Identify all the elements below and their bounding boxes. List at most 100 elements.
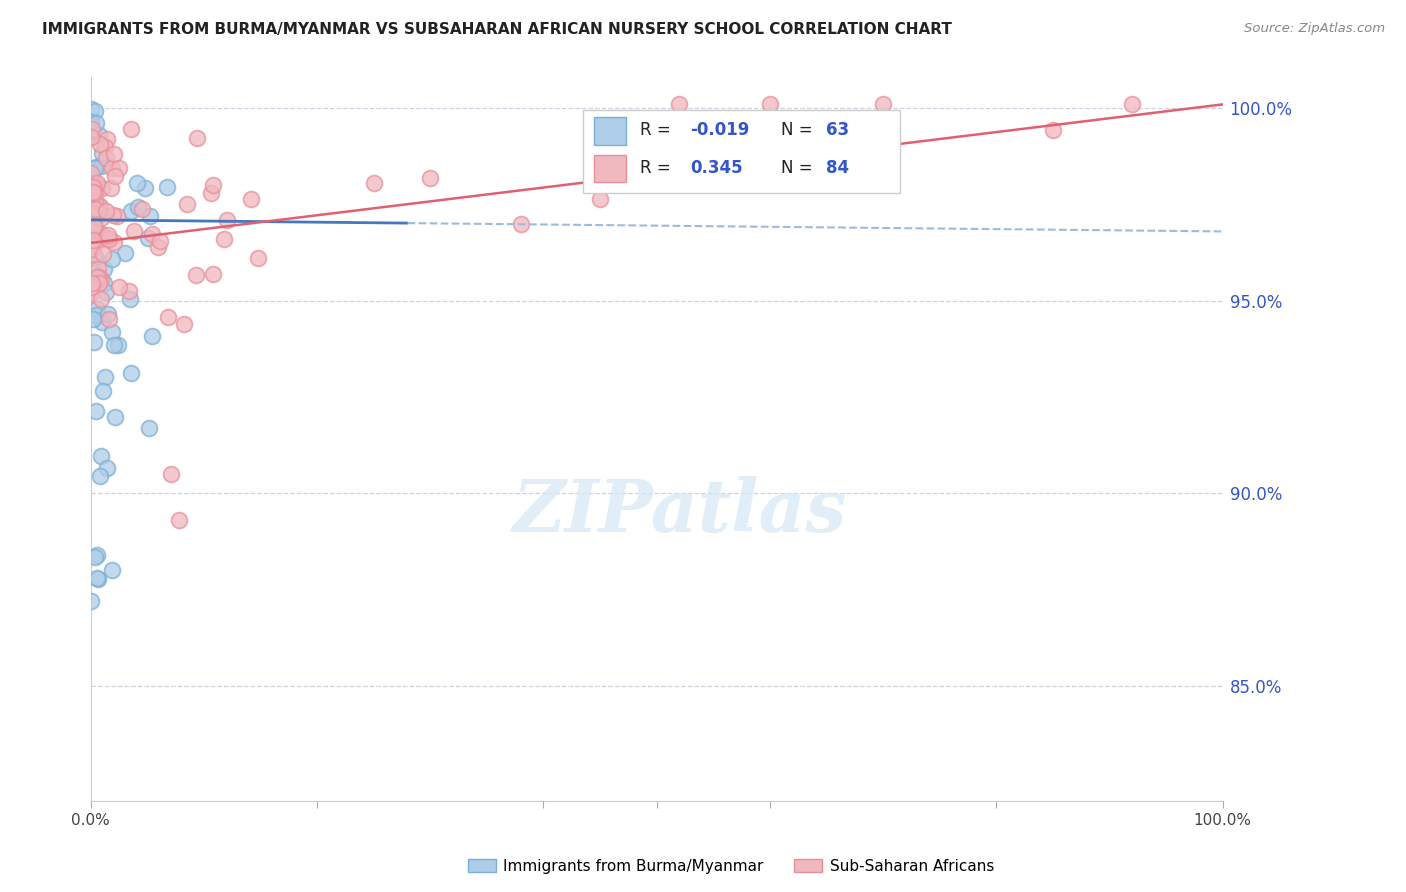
Text: Source: ZipAtlas.com: Source: ZipAtlas.com — [1244, 22, 1385, 36]
Point — [114, 245, 136, 260]
Point — [100, 181, 122, 195]
Point — [169, 513, 191, 527]
Point — [141, 227, 163, 241]
Point — [101, 562, 124, 576]
Point — [141, 329, 163, 343]
Point — [103, 338, 125, 352]
Point — [82, 312, 104, 326]
Point — [89, 276, 111, 290]
Point — [87, 270, 110, 285]
Point — [91, 315, 114, 329]
Point — [86, 197, 108, 211]
Point — [80, 258, 103, 272]
Text: R =: R = — [640, 121, 676, 139]
Point — [127, 200, 149, 214]
Point — [240, 192, 263, 206]
Point — [93, 277, 115, 291]
Point — [83, 219, 105, 233]
Point — [94, 140, 117, 154]
Point — [90, 211, 112, 225]
Point — [173, 317, 195, 331]
Legend: Immigrants from Burma/Myanmar, Sub-Saharan Africans: Immigrants from Burma/Myanmar, Sub-Sahar… — [463, 853, 1000, 880]
Point — [217, 213, 239, 227]
Point — [91, 229, 114, 244]
Point — [82, 211, 104, 225]
Point — [91, 384, 114, 398]
Point — [82, 228, 104, 243]
Point — [83, 201, 105, 215]
Point — [93, 247, 115, 261]
Point — [103, 208, 125, 222]
Point — [108, 279, 131, 293]
Point — [120, 121, 142, 136]
Point — [84, 161, 107, 175]
Point — [86, 571, 108, 585]
Point — [83, 176, 105, 190]
Point — [107, 209, 129, 223]
Point — [83, 178, 105, 192]
Point — [84, 194, 107, 209]
Text: IMMIGRANTS FROM BURMA/MYANMAR VS SUBSAHARAN AFRICAN NURSERY SCHOOL CORRELATION C: IMMIGRANTS FROM BURMA/MYANMAR VS SUBSAHA… — [42, 22, 952, 37]
Point — [419, 170, 441, 185]
Point — [80, 594, 103, 608]
Point — [759, 97, 782, 112]
Text: R =: R = — [640, 159, 676, 177]
Point — [90, 450, 112, 464]
Point — [156, 180, 179, 194]
Point — [82, 186, 104, 200]
Point — [91, 146, 114, 161]
Point — [159, 467, 181, 481]
Point — [96, 231, 118, 245]
Point — [89, 199, 111, 213]
Bar — [595, 117, 626, 145]
Point — [86, 225, 108, 239]
Point — [82, 233, 104, 247]
Point — [90, 292, 112, 306]
Point — [86, 549, 108, 563]
Point — [94, 204, 117, 219]
Point — [90, 227, 112, 241]
Point — [212, 232, 235, 246]
Point — [200, 186, 222, 201]
Point — [131, 202, 153, 217]
Point — [82, 188, 104, 202]
Point — [104, 169, 127, 183]
FancyBboxPatch shape — [583, 110, 900, 194]
Point — [1042, 122, 1064, 136]
Text: 84: 84 — [827, 159, 849, 177]
Point — [509, 217, 531, 231]
Point — [101, 252, 124, 266]
Point — [86, 260, 108, 275]
Point — [93, 262, 115, 277]
Point — [80, 115, 103, 129]
Point — [87, 201, 110, 215]
Point — [101, 325, 124, 339]
Text: ZIPatlas: ZIPatlas — [512, 476, 846, 547]
Point — [118, 284, 141, 298]
Text: N =: N = — [782, 121, 818, 139]
Point — [86, 116, 108, 130]
Point — [84, 209, 107, 223]
Point — [97, 227, 120, 242]
Point — [186, 131, 208, 145]
Point — [80, 252, 103, 267]
Point — [98, 231, 121, 245]
Point — [91, 180, 114, 194]
Point — [103, 147, 125, 161]
Point — [83, 247, 105, 261]
Point — [146, 240, 169, 254]
Point — [247, 252, 270, 266]
Point — [83, 179, 105, 194]
Point — [80, 286, 103, 301]
Point — [1121, 97, 1143, 112]
Point — [94, 285, 117, 300]
Point — [82, 186, 104, 200]
Point — [90, 159, 112, 173]
Text: N =: N = — [782, 159, 818, 177]
Point — [96, 131, 118, 145]
Point — [82, 216, 104, 230]
Point — [87, 572, 110, 586]
Point — [82, 179, 104, 194]
Point — [86, 269, 108, 284]
Point — [202, 268, 225, 282]
